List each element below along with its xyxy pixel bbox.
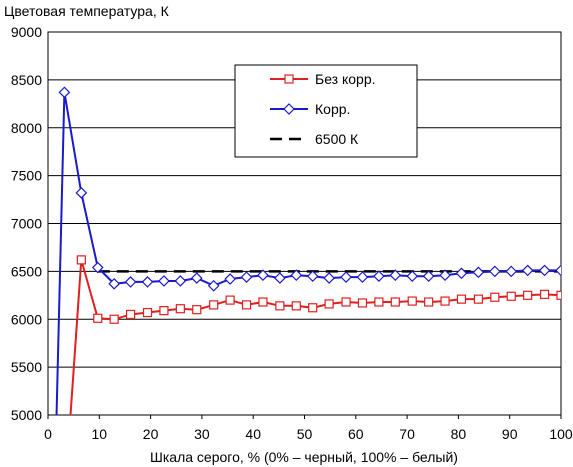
data-point [456, 294, 467, 304]
data-point [389, 269, 402, 282]
y-tick-label: 9000 [11, 24, 42, 40]
data-point [108, 277, 121, 290]
data-point [109, 314, 119, 324]
data-point [158, 275, 170, 287]
series-layer [51, 86, 561, 434]
data-point [51, 424, 61, 434]
data-point [505, 265, 518, 278]
data-point [556, 290, 561, 300]
y-tick-label: 6000 [11, 311, 42, 327]
data-point [555, 264, 561, 277]
legend-box [234, 64, 418, 158]
y-tick-label: 8500 [11, 72, 42, 88]
data-point [225, 295, 235, 305]
data-point [538, 264, 551, 277]
legend-marker [284, 74, 294, 84]
data-point [275, 301, 285, 311]
data-point [506, 291, 516, 301]
legend-label: Корр. [315, 101, 350, 117]
data-point [341, 297, 351, 307]
x-tick-label: 30 [194, 426, 210, 442]
data-point [424, 297, 434, 307]
legend-marker [283, 103, 295, 115]
x-tick-label: 80 [451, 426, 467, 442]
data-point [324, 299, 334, 309]
data-point [488, 265, 501, 278]
data-point [374, 297, 384, 307]
y-tick-label: 5000 [11, 407, 42, 423]
data-point [323, 272, 335, 284]
data-point [192, 305, 202, 315]
data-point [141, 276, 154, 288]
x-tick-label: 40 [245, 426, 261, 442]
legend: Без корр. Корр. 6500 К [234, 64, 418, 158]
x-tick-label: 50 [297, 426, 313, 442]
series-0 [66, 255, 561, 433]
x-tick-label: 90 [502, 426, 518, 442]
x-tick-label: 100 [549, 426, 573, 442]
data-point [190, 272, 203, 284]
data-point [290, 269, 303, 282]
data-point [490, 292, 500, 302]
data-point [357, 298, 368, 308]
data-point [209, 300, 219, 310]
data-point [124, 276, 137, 288]
data-point [306, 270, 319, 283]
data-point [439, 269, 451, 282]
data-point [539, 289, 550, 299]
data-point [58, 86, 71, 99]
x-axis-label: Шкала серого, % (0% – черный, 100% – бел… [150, 449, 458, 465]
data-point [340, 271, 352, 283]
x-tick-labels: 0 10 20 30 40 50 60 70 80 90 100 [44, 415, 573, 442]
legend-label: 6500 К [315, 131, 359, 147]
data-point [373, 270, 385, 283]
y-tick-label: 5500 [11, 359, 42, 375]
data-point [91, 261, 104, 274]
y-tick-label: 6500 [11, 263, 42, 279]
data-point [291, 301, 301, 311]
data-point [174, 275, 187, 287]
data-point [257, 269, 269, 282]
data-point [473, 294, 484, 304]
data-point [406, 270, 419, 283]
data-point [207, 279, 220, 292]
data-point [274, 272, 286, 284]
data-point [224, 273, 236, 285]
y-tick-label: 8000 [11, 120, 42, 136]
x-tick-label: 70 [399, 426, 415, 442]
x-tick-label: 10 [92, 426, 108, 442]
data-point [390, 297, 400, 307]
x-tick-label: 60 [348, 426, 364, 442]
data-point [455, 267, 468, 280]
data-point [175, 304, 185, 314]
x-tick-label: 20 [143, 426, 159, 442]
data-point [159, 306, 169, 316]
x-tick-label: 0 [44, 426, 52, 442]
legend-label: Без корр. [315, 71, 376, 87]
data-point [422, 270, 435, 283]
series-1 [51, 86, 561, 434]
y-tick-labels: 5000 5500 6000 6500 7000 7500 8000 8500 9000 [11, 24, 42, 423]
y-tick-label: 7500 [11, 168, 42, 184]
data-point [93, 313, 103, 323]
data-point [258, 297, 268, 307]
data-point [125, 309, 136, 320]
data-point [240, 271, 253, 283]
data-point [241, 300, 252, 310]
data-point [523, 290, 533, 300]
y-tick-label: 7000 [11, 216, 42, 232]
data-point [356, 271, 369, 283]
y-axis-label: Цветовая температура, К [4, 3, 170, 19]
data-point [66, 425, 74, 433]
data-point [75, 187, 88, 199]
data-point [407, 296, 417, 306]
data-point [76, 255, 86, 265]
data-point [521, 264, 534, 277]
data-point [142, 307, 153, 318]
data-point [472, 266, 485, 279]
data-point [308, 303, 318, 313]
data-point [440, 296, 450, 306]
